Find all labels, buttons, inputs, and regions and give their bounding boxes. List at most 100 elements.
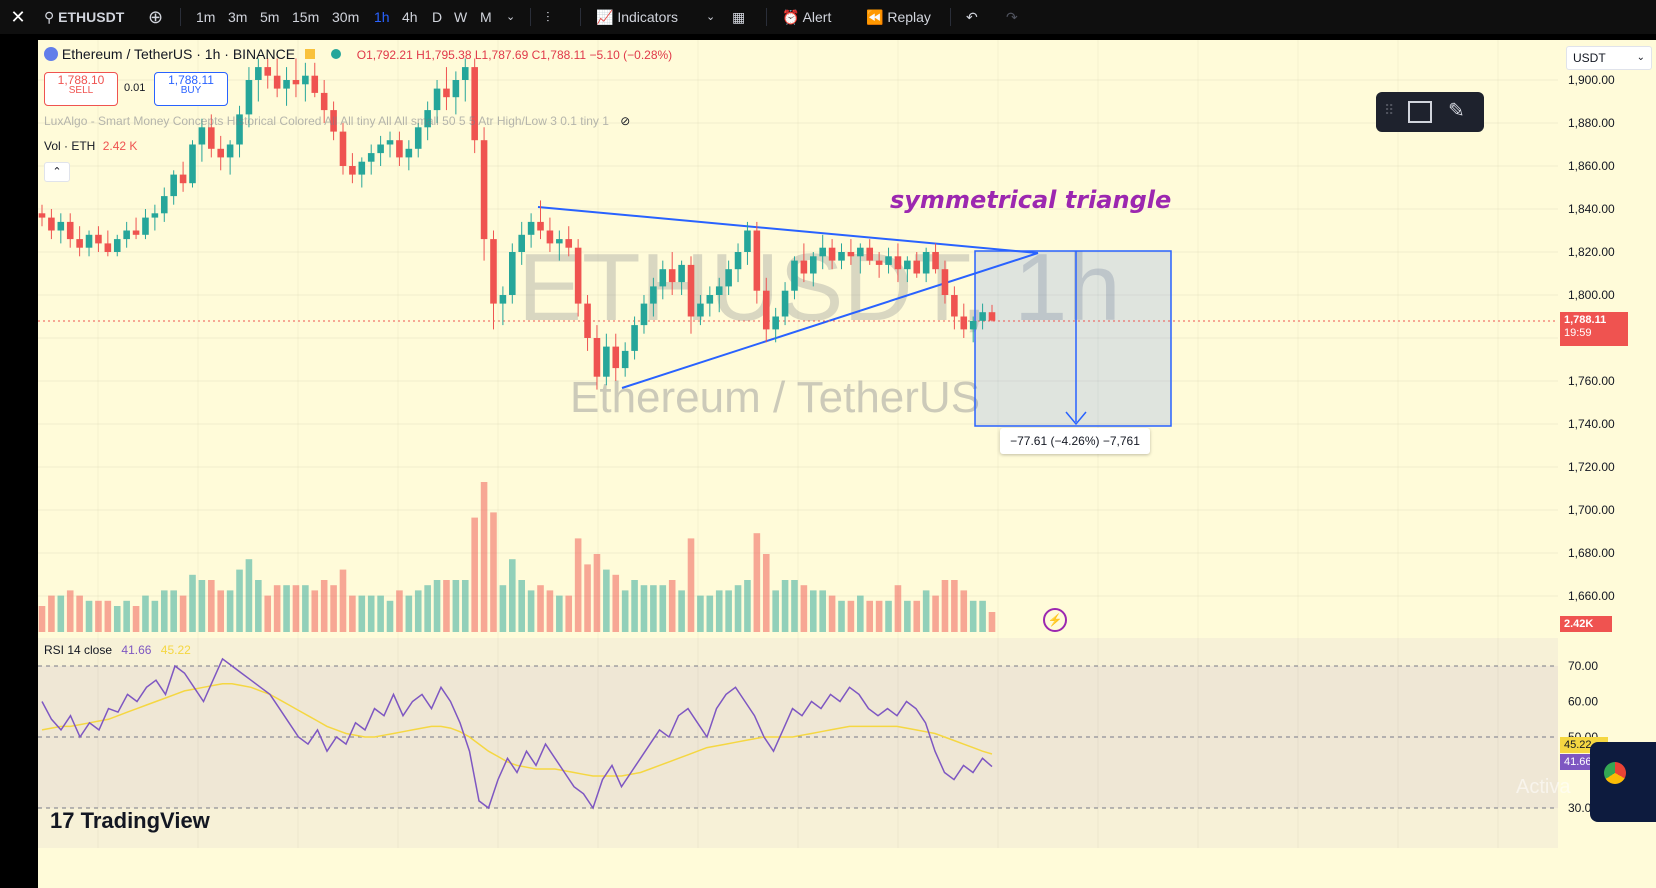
volume-bar bbox=[518, 580, 525, 632]
candle-body bbox=[678, 264, 685, 283]
candle-body bbox=[791, 260, 798, 291]
chevron-down-icon[interactable]: ⌄ bbox=[506, 11, 516, 23]
candle-body bbox=[838, 252, 845, 261]
candle-body bbox=[48, 217, 55, 231]
candle-body bbox=[226, 144, 234, 158]
rectangle-tool-icon[interactable] bbox=[1408, 101, 1432, 123]
volume-bar bbox=[753, 533, 761, 632]
undo-icon[interactable]: ↶ bbox=[966, 9, 978, 25]
price-tick-label: 1,820.00 bbox=[1568, 245, 1615, 259]
timeframe-30m[interactable]: 30m bbox=[332, 9, 360, 25]
buy-button[interactable]: 1,788.11 BUY bbox=[154, 72, 228, 106]
timeframe-1m[interactable]: 1m bbox=[196, 9, 216, 25]
candle-body bbox=[273, 75, 281, 89]
timeframe-w[interactable]: W bbox=[454, 9, 468, 25]
collapse-legend-chevron-icon[interactable]: ⌃ bbox=[44, 162, 70, 182]
brush-tool-icon[interactable]: ✎ bbox=[1448, 100, 1465, 122]
candle-body bbox=[57, 221, 65, 231]
volume-bar bbox=[320, 580, 328, 632]
candle-body bbox=[951, 295, 958, 317]
triangle-upper-trendline[interactable] bbox=[537, 206, 1039, 254]
volume-bar bbox=[245, 559, 253, 632]
volume-bar bbox=[640, 585, 648, 632]
volume-bar bbox=[330, 585, 337, 632]
rsi-legend[interactable]: RSI 14 close 41.66 45.22 bbox=[44, 643, 191, 657]
volume-bar bbox=[509, 559, 516, 632]
candle-body bbox=[932, 252, 939, 270]
current-price-tag: 1,788.11 19:59 bbox=[1560, 312, 1628, 346]
price-tick-label: 1,760.00 bbox=[1568, 374, 1615, 388]
volume-bar bbox=[198, 580, 206, 632]
close-icon[interactable]: ✕ bbox=[10, 7, 26, 27]
volume-bar bbox=[584, 564, 591, 632]
currency-selector[interactable]: USDT ⌄ bbox=[1566, 46, 1652, 70]
volume-bar bbox=[255, 580, 262, 632]
price-tick-label: 1,680.00 bbox=[1568, 546, 1615, 560]
layout-grid-icon[interactable]: ▦ bbox=[732, 9, 746, 25]
candle-body bbox=[621, 350, 629, 369]
timeframe-m[interactable]: M bbox=[480, 9, 492, 25]
candle-body bbox=[593, 338, 601, 377]
timeframe-d[interactable]: D bbox=[432, 9, 443, 25]
volume-bar bbox=[885, 600, 892, 632]
candle-type-icon[interactable]: ⫶ bbox=[546, 9, 550, 25]
timeframe-15m[interactable]: 15m bbox=[292, 9, 320, 25]
alarm-icon: ⏰ bbox=[782, 9, 800, 25]
search-icon: ⚲ bbox=[44, 9, 55, 25]
floating-drawing-toolbar[interactable]: ⠿ ✎ bbox=[1376, 92, 1484, 132]
measure-box[interactable] bbox=[974, 250, 1172, 427]
tradingview-logo[interactable]: 17 TradingView bbox=[50, 808, 210, 834]
price-tick-label: 1,720.00 bbox=[1568, 460, 1615, 474]
volume-bar bbox=[725, 590, 732, 632]
price-tick-label: 1,840.00 bbox=[1568, 202, 1615, 216]
candle-body bbox=[461, 67, 469, 80]
candle-body bbox=[866, 247, 874, 261]
volume-bar bbox=[217, 590, 225, 632]
candle-body bbox=[847, 252, 855, 257]
legend-title: Ethereum / TetherUS · 1h · BINANCE bbox=[61, 46, 296, 62]
annotation-symmetrical-triangle[interactable]: symmetrical triangle bbox=[890, 186, 1172, 214]
drag-handle-icon[interactable]: ⠿ bbox=[1384, 102, 1395, 118]
sell-button[interactable]: 1,788.10 SELL bbox=[44, 72, 118, 106]
compare-add-icon[interactable]: ⊕ bbox=[148, 7, 164, 27]
volume-legend[interactable]: Vol · ETH 2.42 K bbox=[44, 139, 137, 153]
candle-body bbox=[255, 67, 262, 80]
redo-icon[interactable]: ↷ bbox=[1006, 9, 1018, 25]
side-overlay-widget[interactable] bbox=[1590, 742, 1656, 822]
indicators-button[interactable]: 📈 Indicators bbox=[596, 0, 678, 34]
candle-body bbox=[499, 295, 507, 304]
symbol-search[interactable]: ⚲ ETHUSDT bbox=[44, 0, 124, 34]
price-tick-label: 1,900.00 bbox=[1568, 73, 1615, 87]
ohlc-change: −5.10 (−0.28%) bbox=[589, 48, 673, 62]
indicators-chevron-icon[interactable]: ⌄ bbox=[706, 11, 716, 23]
candle-body bbox=[38, 213, 46, 218]
candle-body bbox=[198, 127, 206, 145]
candle-body bbox=[640, 303, 648, 326]
replay-button[interactable]: ⏪ Replay bbox=[866, 0, 931, 34]
volume-bar bbox=[302, 585, 309, 632]
volume-bar bbox=[433, 580, 441, 632]
volume-bar bbox=[941, 580, 949, 632]
volume-bar bbox=[593, 554, 601, 632]
current-price-value: 1,788.11 bbox=[1564, 314, 1607, 326]
rsi-ma-line bbox=[41, 683, 993, 777]
timeframe-4h[interactable]: 4h bbox=[402, 9, 418, 25]
candle-body bbox=[386, 140, 394, 145]
lightning-icon[interactable]: ⚡ bbox=[1043, 608, 1067, 632]
volume-bar bbox=[612, 574, 620, 632]
indicator-legend-smc[interactable]: LuxAlgo - Smart Money Concepts Historica… bbox=[44, 114, 630, 128]
candle-body bbox=[179, 174, 187, 184]
volume-bar bbox=[160, 590, 168, 632]
volume-bar bbox=[123, 600, 130, 632]
candle-body bbox=[349, 166, 356, 175]
watermark-name: Ethereum / TetherUS bbox=[570, 373, 980, 422]
hidden-eye-icon[interactable]: ⊘ bbox=[620, 114, 631, 128]
candle-body bbox=[715, 286, 723, 295]
chart-area[interactable]: ETHUSDT, 1h Ethereum / TetherUS 1,900.00… bbox=[38, 40, 1656, 888]
timeframe-5m[interactable]: 5m bbox=[260, 9, 280, 25]
volume-bar bbox=[781, 580, 789, 632]
timeframe-3m[interactable]: 3m bbox=[228, 9, 248, 25]
alert-button[interactable]: ⏰ Alert bbox=[782, 0, 831, 34]
symbol-legend[interactable]: Ethereum / TetherUS · 1h · BINANCE O1,79… bbox=[44, 46, 672, 62]
timeframe-1h[interactable]: 1h bbox=[374, 9, 390, 25]
